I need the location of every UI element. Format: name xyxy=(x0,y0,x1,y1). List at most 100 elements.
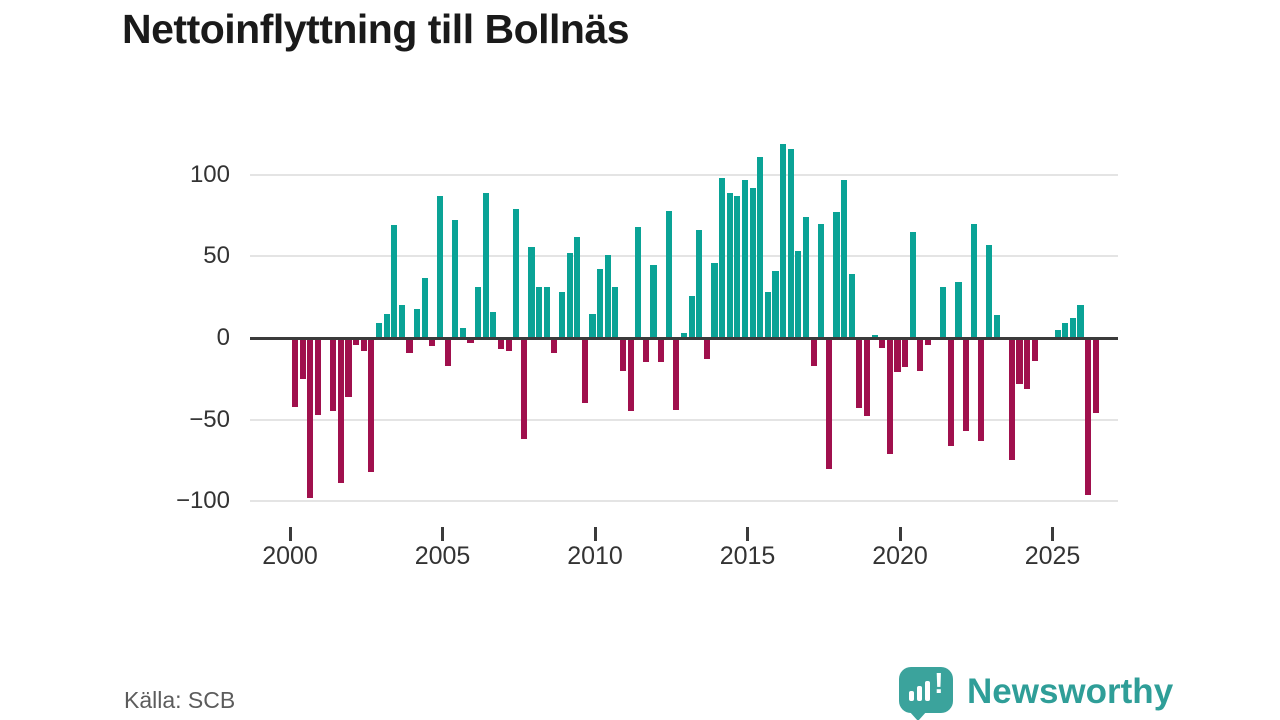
bar-2004-q1 xyxy=(414,308,421,338)
bar-2011-q3 xyxy=(642,338,649,363)
bar-2015-q3 xyxy=(764,292,771,338)
x-axis-tick-label: 2005 xyxy=(414,542,471,570)
bar-2024-q2 xyxy=(1031,338,1038,361)
x-axis-tick-mark xyxy=(746,527,749,541)
bar-2003-q1 xyxy=(383,313,390,338)
bar-2025-q3 xyxy=(1069,318,1076,338)
bar-2022-q2 xyxy=(970,223,977,338)
bar-2021-q4 xyxy=(955,282,962,338)
bar-2007-q1 xyxy=(505,338,512,352)
bar-2018-q4 xyxy=(863,338,871,417)
x-axis-tick-mark xyxy=(441,527,444,541)
bar-2021-q3 xyxy=(947,338,954,446)
bar-2011-q2 xyxy=(635,226,642,338)
bar-2026-q2 xyxy=(1092,338,1099,414)
bar-2002-q2 xyxy=(360,338,367,352)
bar-2018-q3 xyxy=(856,338,863,409)
bar-2011-q1 xyxy=(627,338,634,412)
logo-bar-2 xyxy=(917,686,922,701)
bar-2004-q4 xyxy=(436,195,444,338)
bar-2001-q4 xyxy=(345,338,352,397)
y-axis-tick-label: −50 xyxy=(189,405,230,433)
logo-exclamation: ! xyxy=(934,668,944,700)
bar-2006-q4 xyxy=(497,338,505,350)
bar-2009-q4 xyxy=(589,313,596,338)
bar-2023-q1 xyxy=(993,315,1000,338)
y-axis-tick-label: −100 xyxy=(175,487,230,515)
bar-2003-q4 xyxy=(406,338,413,353)
bar-2001-q3 xyxy=(337,338,344,484)
x-axis-tick-label: 2000 xyxy=(262,542,318,570)
newsworthy-wordmark: Newsworthy xyxy=(967,672,1174,711)
gridline xyxy=(250,500,1118,503)
bar-2022-q3 xyxy=(978,338,985,441)
bar-2021-q2 xyxy=(940,287,947,338)
x-axis-tick-label: 2015 xyxy=(719,542,776,570)
x-axis-tick-label: 2025 xyxy=(1024,542,1081,570)
bar-2009-q3 xyxy=(581,338,588,404)
bar-2019-q3 xyxy=(886,338,893,454)
bar-2008-q1 xyxy=(536,287,543,338)
y-axis-tick-label: 50 xyxy=(203,242,230,270)
bar-2017-q2 xyxy=(818,223,825,338)
bar-2016-q1 xyxy=(780,143,787,338)
bar-2002-q1 xyxy=(353,338,360,345)
speech-bubble-tail xyxy=(909,711,927,720)
bar-2016-q2 xyxy=(787,148,794,338)
bar-2023-q3 xyxy=(1008,338,1015,461)
bar-2017-q3 xyxy=(825,338,832,469)
bar-2012-q1 xyxy=(658,338,665,363)
x-axis-tick-mark xyxy=(898,527,902,541)
bar-2000-q4 xyxy=(314,338,322,415)
bar-2000-q3 xyxy=(307,338,314,499)
bar-2000-q2 xyxy=(299,338,306,379)
bar-2005-q4 xyxy=(467,338,474,343)
bar-2010-q1 xyxy=(597,269,604,338)
bar-2019-q1 xyxy=(871,334,878,338)
bar-2020-q2 xyxy=(909,231,916,338)
bar-2023-q4 xyxy=(1016,338,1023,384)
bar-2025-q1 xyxy=(1054,329,1061,338)
bar-2020-q4 xyxy=(924,338,932,345)
chart-title: Nettoinflyttning till Bollnäs xyxy=(122,6,630,52)
bar-2008-q3 xyxy=(551,338,558,353)
bar-2006-q3 xyxy=(490,311,497,338)
bar-2012-q3 xyxy=(673,338,680,410)
bar-2012-q2 xyxy=(665,210,672,338)
bar-2025-q4 xyxy=(1077,305,1084,338)
bar-2002-q4 xyxy=(375,323,383,338)
bar-2020-q3 xyxy=(917,338,924,371)
bar-2014-q2 xyxy=(726,192,733,338)
bar-2012-q4 xyxy=(680,333,688,338)
bar-2007-q3 xyxy=(520,338,527,440)
source-caption: Källa: SCB xyxy=(124,687,236,713)
bar-2014-q4 xyxy=(741,179,749,338)
x-axis-tick-mark xyxy=(593,527,597,541)
bar-2026-q1 xyxy=(1085,338,1092,495)
y-axis-tick-label: 0 xyxy=(216,324,230,351)
bar-2020-q1 xyxy=(902,338,909,368)
bar-2006-q1 xyxy=(475,287,482,338)
gridline xyxy=(250,255,1118,258)
bar-2019-q2 xyxy=(879,338,886,348)
bar-2016-q4 xyxy=(802,217,810,338)
bar-2009-q1 xyxy=(566,253,573,338)
bar-2025-q2 xyxy=(1062,323,1069,338)
gridline xyxy=(250,173,1118,176)
bar-2014-q3 xyxy=(734,195,741,338)
bar-2007-q4 xyxy=(528,246,535,338)
bar-2003-q2 xyxy=(391,225,398,338)
bar-2011-q4 xyxy=(650,264,657,338)
bar-2005-q3 xyxy=(459,328,466,338)
bar-2015-q2 xyxy=(757,156,764,338)
bar-2006-q2 xyxy=(482,192,489,338)
bar-2010-q2 xyxy=(604,254,611,338)
bar-2004-q2 xyxy=(421,277,428,338)
zero-axis-line xyxy=(250,336,1118,340)
bar-2017-q1 xyxy=(810,338,817,366)
bar-2013-q3 xyxy=(703,338,710,360)
bar-2005-q1 xyxy=(444,338,451,366)
gridline xyxy=(250,418,1118,421)
bar-2009-q2 xyxy=(574,236,581,338)
